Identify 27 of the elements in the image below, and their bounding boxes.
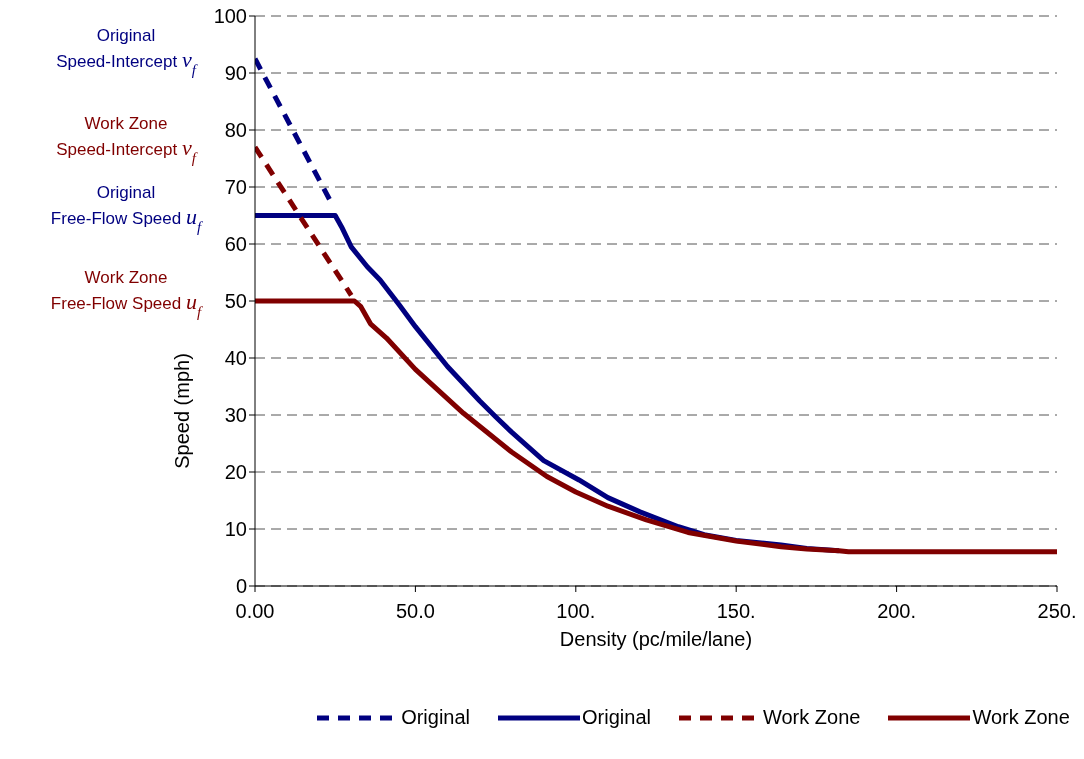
x-tick-label: 200. — [877, 600, 917, 623]
text: Work Zone Speed-Intercept v$_{f}$ — [56, 114, 198, 167]
y-tick-label: 70 — [224, 176, 247, 199]
text: Work Zone Free-Flow Speed u$_{f}$ — [50, 268, 203, 320]
y-tick-label: 40 — [224, 347, 247, 370]
x-tick-label: 150. — [716, 600, 756, 623]
legend-label: Original — [401, 706, 471, 729]
legend-label: Work Zone — [762, 706, 861, 729]
x-axis-title: Density (pc/mile/lane) — [559, 628, 753, 650]
x-tick-label: 100. — [556, 600, 596, 623]
x-tick-label: 50.0 — [395, 600, 435, 623]
y-tick-label: 60 — [224, 233, 247, 256]
legend-label: Original — [582, 706, 651, 729]
y-tick-label: 30 — [224, 404, 247, 427]
text: Original Free-Flow Speed u$_{f}$ — [50, 182, 203, 235]
text: Original Speed-Intercept v$_{f}$ — [56, 25, 198, 78]
y-tick-label: 10 — [224, 518, 247, 541]
y-tick-label: 20 — [224, 461, 247, 484]
y-tick-label: 100 — [213, 5, 247, 28]
x-tick-label: 250. — [1037, 600, 1077, 623]
y-tick-label: 50 — [224, 290, 247, 313]
x-tick-label: 0.00 — [235, 600, 275, 623]
y-axis-title: Speed (mph) — [171, 353, 194, 469]
legend-label: Work Zone — [972, 706, 1070, 729]
y-tick-label: 0 — [235, 575, 247, 598]
y-tick-label: 80 — [224, 119, 247, 142]
y-tick-label: 90 — [224, 62, 247, 85]
